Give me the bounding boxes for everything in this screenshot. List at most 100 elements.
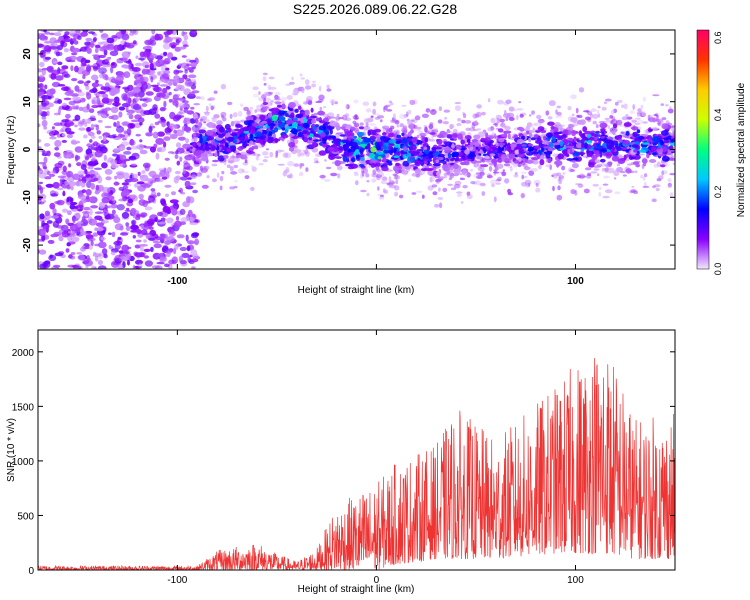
heatmap-cell xyxy=(190,258,199,263)
heatmap-cell xyxy=(144,220,148,228)
heatmap-cell xyxy=(98,136,103,139)
heatmap-cell xyxy=(163,70,171,75)
heatmap-cell xyxy=(63,48,69,53)
heatmap-cell xyxy=(86,195,90,200)
heatmap-cell xyxy=(258,162,264,166)
heatmap-cell xyxy=(566,137,574,141)
heatmap-cell xyxy=(616,99,623,104)
heatmap-cell xyxy=(598,139,602,145)
heatmap-cell xyxy=(89,237,96,241)
heatmap-cell xyxy=(590,108,597,112)
heatmap-cell xyxy=(592,183,599,187)
heatmap-cell xyxy=(634,170,638,174)
heatmap-cell xyxy=(229,186,236,190)
heatmap-cell xyxy=(53,32,62,36)
x-tick-label: 0 xyxy=(374,575,380,586)
heatmap-cell xyxy=(173,69,180,75)
heatmap-cell xyxy=(407,157,411,164)
heatmap-cell xyxy=(322,138,327,144)
heatmap-cell xyxy=(148,237,156,241)
heatmap-cell xyxy=(322,113,329,118)
heatmap-cell xyxy=(367,130,371,136)
heatmap-cell xyxy=(70,65,74,72)
heatmap-cell xyxy=(600,128,606,132)
heatmap-cell xyxy=(127,90,135,98)
heatmap-cell xyxy=(460,139,465,145)
heatmap-cell xyxy=(244,175,250,180)
heatmap-cell xyxy=(118,111,123,118)
heatmap-cell xyxy=(257,153,261,157)
heatmap-cell xyxy=(529,132,532,137)
heatmap-cell xyxy=(525,130,530,135)
heatmap-cell xyxy=(151,30,156,35)
heatmap-cell xyxy=(507,192,513,196)
heatmap-cell xyxy=(575,142,583,149)
heatmap-cell xyxy=(312,125,317,131)
heatmap-cell xyxy=(43,45,51,52)
heatmap-cell xyxy=(592,113,599,120)
heatmap-cell xyxy=(256,104,261,110)
heatmap-cell xyxy=(431,147,438,150)
heatmap-cell xyxy=(282,152,289,158)
heatmap-cell xyxy=(201,184,209,189)
heatmap-cell xyxy=(315,160,319,163)
heatmap-cell xyxy=(254,109,262,112)
heatmap-cell xyxy=(164,157,170,161)
heatmap-cell xyxy=(354,172,359,177)
heatmap-cell xyxy=(165,171,170,179)
heatmap-cell xyxy=(132,104,142,110)
heatmap-cell xyxy=(305,167,309,172)
heatmap-cell xyxy=(641,163,645,169)
heatmap-cell xyxy=(323,136,331,140)
heatmap-cell xyxy=(635,117,641,120)
heatmap-cell xyxy=(229,166,234,172)
heatmap-cell xyxy=(265,91,272,97)
heatmap-cell xyxy=(660,103,665,106)
heatmap-cell xyxy=(137,171,141,176)
heatmap-cell xyxy=(545,164,551,168)
heatmap-cell xyxy=(532,159,539,165)
heatmap-cell xyxy=(240,151,247,156)
heatmap-cell xyxy=(510,143,517,148)
heatmap-cell xyxy=(156,261,165,265)
heatmap-cell xyxy=(95,222,104,227)
heatmap-cell xyxy=(38,181,44,185)
heatmap-cell xyxy=(285,83,291,87)
heatmap-cell xyxy=(401,170,409,175)
heatmap-cell xyxy=(85,85,90,91)
heatmap-cell xyxy=(121,182,130,186)
heatmap-cell xyxy=(318,125,327,131)
heatmap-cell xyxy=(480,182,486,186)
heatmap-cell xyxy=(427,170,434,175)
heatmap-cell xyxy=(242,141,248,148)
heatmap-cell xyxy=(599,122,608,129)
heatmap-cell xyxy=(262,151,269,156)
heatmap-cell xyxy=(306,140,314,144)
heatmap-cell xyxy=(261,120,268,124)
heatmap-cell xyxy=(450,158,454,162)
heatmap-cell xyxy=(232,138,237,144)
heatmap-cell xyxy=(596,173,600,176)
heatmap-cell xyxy=(570,189,576,195)
heatmap-cell xyxy=(660,130,669,136)
heatmap-cell xyxy=(513,174,519,178)
heatmap-cell xyxy=(39,61,45,68)
heatmap-cell xyxy=(383,162,390,166)
heatmap-cell xyxy=(388,184,397,189)
heatmap-cell xyxy=(139,122,143,126)
heatmap-cell xyxy=(599,151,603,158)
heatmap-cell xyxy=(530,137,537,141)
heatmap-cell xyxy=(98,84,103,87)
heatmap-cell xyxy=(301,130,308,134)
heatmap-cell xyxy=(429,132,436,135)
heatmap-cell xyxy=(93,167,103,170)
heatmap-cell xyxy=(323,179,331,182)
heatmap-cell xyxy=(198,129,207,134)
heatmap-cell xyxy=(432,191,438,196)
heatmap-cell xyxy=(395,162,400,167)
heatmap-cell xyxy=(292,89,299,96)
heatmap-cell xyxy=(306,131,310,136)
heatmap-cell xyxy=(46,150,51,157)
heatmap-cell xyxy=(495,182,501,185)
heatmap-cell xyxy=(207,98,212,101)
